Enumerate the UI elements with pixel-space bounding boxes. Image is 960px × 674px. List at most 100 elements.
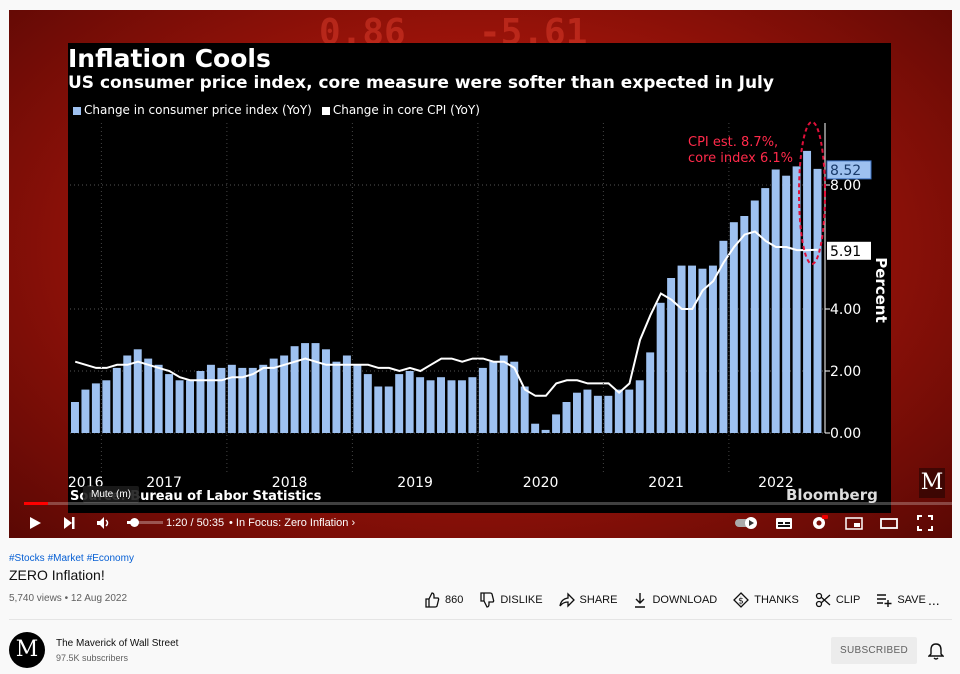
cpi-bar bbox=[322, 349, 330, 433]
cpi-bar bbox=[311, 343, 320, 433]
cpi-bar bbox=[761, 188, 770, 433]
download-button[interactable]: DOWNLOAD bbox=[633, 592, 717, 608]
mute-button[interactable] bbox=[91, 508, 115, 538]
cpi-bar bbox=[688, 265, 696, 433]
share-button[interactable]: SHARE bbox=[558, 592, 617, 608]
cpi-bar bbox=[363, 374, 372, 433]
cpi-bar bbox=[698, 268, 707, 433]
cpi-bar bbox=[426, 380, 435, 433]
notifications-button[interactable] bbox=[927, 642, 945, 665]
cpi-bar bbox=[803, 150, 812, 433]
x-tick-label: 2017 bbox=[146, 475, 182, 491]
cpi-bar bbox=[133, 349, 142, 433]
cpi-bar bbox=[353, 364, 362, 433]
channel-watermark[interactable]: M bbox=[919, 468, 945, 498]
subscriber-count: 97.5K subscribers bbox=[56, 653, 129, 663]
divider bbox=[9, 619, 952, 620]
cpi-bar bbox=[740, 216, 749, 433]
cpi-bar bbox=[217, 367, 226, 433]
autoplay-icon bbox=[735, 517, 757, 529]
hashtag-link[interactable]: #Market bbox=[47, 553, 84, 564]
video-meta: 5,740 views • 12 Aug 2022 bbox=[9, 593, 128, 604]
cpi-bar bbox=[604, 395, 613, 433]
save-button[interactable]: SAVE bbox=[876, 592, 926, 608]
progress-bar[interactable] bbox=[24, 502, 952, 505]
cpi-bar bbox=[374, 386, 383, 433]
subtitles-button[interactable] bbox=[773, 508, 795, 538]
core-end-label-box bbox=[827, 241, 871, 260]
cpi-bar bbox=[813, 168, 822, 433]
cpi-bar bbox=[625, 389, 634, 433]
cpi-bar bbox=[154, 364, 163, 433]
cpi-bar bbox=[175, 380, 184, 433]
play-button[interactable] bbox=[23, 508, 47, 538]
chart-title: Inflation Cools bbox=[68, 44, 271, 73]
chart-frame: Inflation Cools US consumer price index,… bbox=[68, 43, 891, 513]
next-button[interactable] bbox=[57, 508, 81, 538]
cpi-bar bbox=[719, 240, 728, 433]
channel-name[interactable]: The Maverick of Wall Street bbox=[56, 638, 179, 649]
thanks-button[interactable]: $ THANKS bbox=[733, 592, 799, 608]
hashtag-link[interactable]: #Economy bbox=[86, 553, 134, 564]
cpi-bar bbox=[248, 367, 257, 433]
y-tick-label: 4.00 bbox=[830, 302, 861, 318]
cpi-bar bbox=[102, 380, 111, 433]
cpi-bar bbox=[708, 265, 717, 433]
cpi-bar bbox=[112, 367, 121, 433]
fullscreen-button[interactable] bbox=[914, 508, 936, 538]
cpi-bar bbox=[531, 423, 540, 433]
cpi-bar bbox=[750, 200, 759, 433]
autoplay-toggle[interactable] bbox=[734, 508, 760, 538]
settings-button[interactable] bbox=[808, 508, 830, 538]
clip-button[interactable]: CLIP bbox=[815, 592, 860, 608]
cpi-bar bbox=[583, 389, 592, 433]
subtitles-icon bbox=[776, 518, 792, 529]
legend-item-cpi: Change in consumer price index (YoY) bbox=[73, 103, 312, 117]
chart-plot: 0.002.004.008.00 2016 2017 2018 2019 2020 202… bbox=[68, 121, 890, 504]
cpi-bar bbox=[510, 361, 519, 433]
subscribe-button[interactable]: SUBSCRIBED bbox=[831, 637, 917, 664]
cpi-bar bbox=[614, 389, 623, 433]
volume-knob[interactable] bbox=[130, 518, 140, 527]
channel-avatar[interactable]: M bbox=[9, 632, 45, 668]
cpi-bar bbox=[165, 374, 174, 433]
bloomberg-logo: Bloomberg bbox=[786, 486, 878, 504]
cpi-bar bbox=[771, 169, 780, 433]
hashtag-link[interactable]: #Stocks bbox=[9, 553, 45, 564]
y-tick-label: 8.00 bbox=[830, 178, 861, 194]
cpi-bar bbox=[123, 355, 132, 433]
cpi-bar bbox=[792, 166, 801, 433]
cpi-bar bbox=[280, 355, 289, 433]
legend-item-core: Change in core CPI (YoY) bbox=[321, 103, 480, 117]
playlist-add-icon bbox=[877, 594, 892, 607]
scissors-icon bbox=[815, 592, 831, 608]
cpi-bar bbox=[384, 386, 393, 433]
skip-next-icon bbox=[64, 517, 75, 529]
video-player[interactable]: 0.86 -5.61 Inflation Cools US consumer p… bbox=[9, 10, 952, 538]
cpi-bar bbox=[290, 346, 299, 433]
cpi-bar bbox=[269, 358, 278, 433]
bell-icon bbox=[927, 643, 945, 660]
cpi-bar bbox=[552, 414, 561, 433]
download-icon bbox=[635, 593, 646, 608]
annotation-text: core index 6.1% bbox=[688, 151, 793, 166]
progress-played bbox=[24, 502, 49, 505]
cpi-end-label: 8.52 bbox=[830, 163, 861, 179]
video-title: ZERO Inflation! bbox=[9, 567, 105, 583]
chapter-title[interactable]: • In Focus: Zero Inflation › bbox=[229, 517, 356, 529]
miniplayer-button[interactable] bbox=[843, 508, 865, 538]
cpi-bar bbox=[635, 380, 644, 433]
cpi-bar bbox=[656, 302, 665, 433]
cpi-bar bbox=[395, 374, 404, 433]
dislike-button[interactable]: DISLIKE bbox=[479, 592, 543, 608]
theater-button[interactable] bbox=[878, 508, 900, 538]
more-actions-button[interactable]: ... bbox=[928, 592, 940, 608]
cpi-bar bbox=[562, 402, 571, 433]
y-tick-label: 0.00 bbox=[830, 426, 861, 442]
volume-slider[interactable] bbox=[127, 518, 163, 527]
cpi-bar bbox=[520, 386, 529, 433]
like-button[interactable]: 860 bbox=[424, 592, 463, 608]
annotation-text: CPI est. 8.7%, bbox=[688, 135, 778, 150]
thumbs-up-icon bbox=[425, 592, 440, 608]
cpi-bar bbox=[457, 380, 466, 433]
